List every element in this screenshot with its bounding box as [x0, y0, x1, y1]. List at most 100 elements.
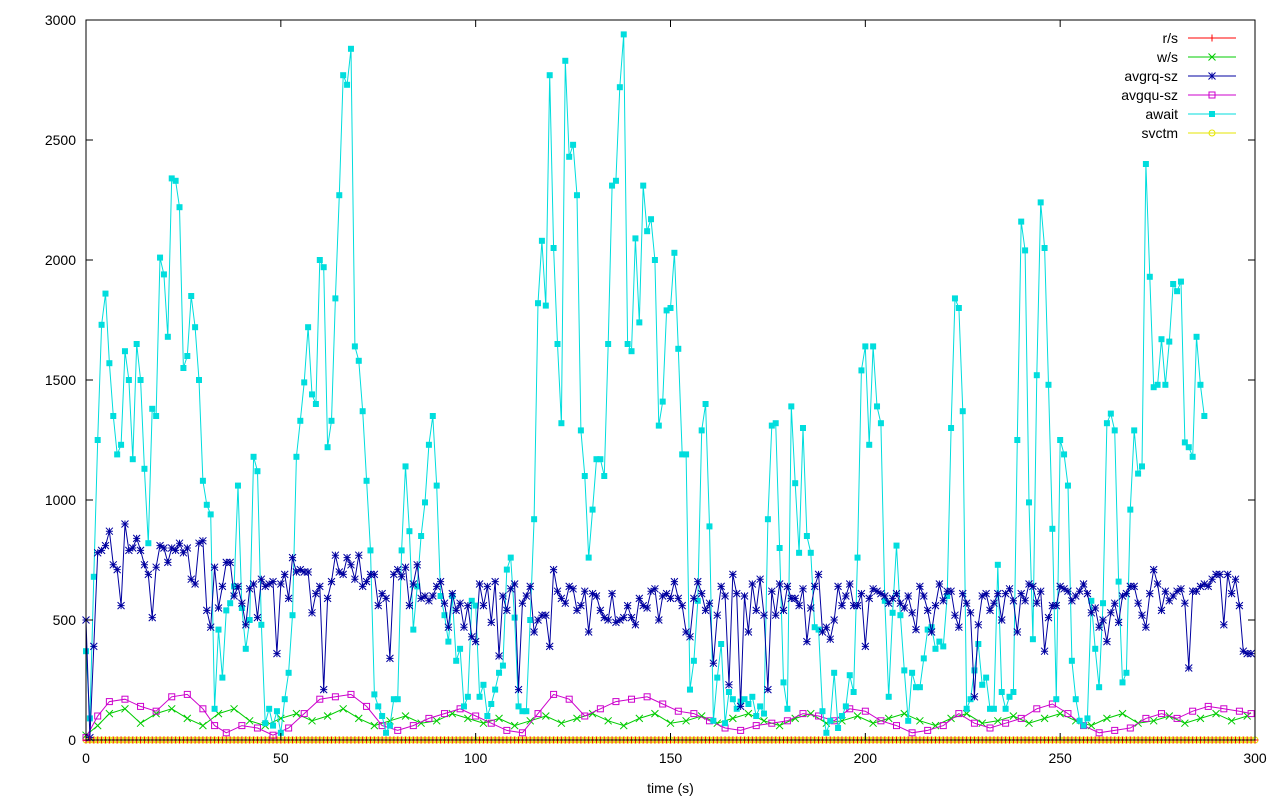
data-point [553, 587, 562, 596]
data-point [577, 601, 585, 610]
series-line [85, 708, 1248, 736]
legend-item: await [1145, 106, 1236, 122]
data-point [1106, 608, 1115, 617]
data-point [222, 729, 230, 737]
data-point [971, 667, 978, 674]
data-point [1192, 587, 1201, 596]
data-point [475, 580, 484, 588]
data-point [437, 593, 444, 599]
data-point [966, 608, 975, 617]
data-point [986, 606, 994, 615]
data-point [1196, 714, 1205, 723]
data-point [258, 621, 265, 628]
data-point [732, 589, 741, 598]
data-point [1013, 628, 1022, 636]
data-point [468, 597, 475, 604]
data-point [690, 657, 697, 664]
data-point [448, 709, 457, 718]
data-point [445, 638, 452, 645]
data-point [440, 710, 448, 718]
data-point [679, 451, 686, 458]
data-point [888, 594, 897, 603]
data-point [604, 716, 613, 725]
data-point [246, 617, 253, 623]
data-point [573, 714, 581, 723]
data-point [167, 544, 176, 552]
data-point [951, 295, 958, 302]
data-point [231, 583, 238, 590]
data-point [897, 612, 904, 619]
data-point [471, 637, 480, 646]
data-point [955, 710, 963, 718]
data-point [393, 565, 402, 574]
data-point [1057, 437, 1064, 443]
data-point [464, 601, 472, 610]
data-point [440, 599, 449, 608]
data-point [371, 691, 378, 698]
data-point [351, 343, 358, 350]
data-point [308, 608, 316, 617]
data-point [609, 182, 616, 189]
data-point [175, 539, 184, 548]
data-point [1126, 724, 1134, 732]
data-point [1025, 499, 1032, 506]
x-axis-title: time (s) [647, 780, 694, 796]
data-point [612, 698, 620, 706]
data-point [340, 72, 347, 79]
data-point [218, 582, 227, 591]
data-point [113, 565, 122, 574]
data-point [640, 182, 647, 189]
data-point [168, 175, 175, 182]
legend-label: r/s [1162, 30, 1178, 46]
data-point [1111, 427, 1118, 434]
data-point [1197, 381, 1204, 388]
data-point [1201, 413, 1208, 419]
data-point [569, 584, 577, 593]
data-point [1095, 623, 1103, 632]
data-point [1009, 712, 1018, 720]
data-point [1014, 437, 1021, 443]
data-point [674, 707, 682, 715]
legend-item: w/s [1156, 49, 1236, 65]
data-point [1204, 702, 1212, 710]
data-point [499, 662, 506, 669]
data-point [1235, 707, 1243, 715]
data-point [386, 654, 394, 663]
data-point [850, 689, 857, 695]
data-point [861, 707, 869, 715]
data-point [219, 674, 226, 681]
data-point [336, 192, 343, 199]
data-point [1153, 580, 1162, 588]
data-point [1068, 596, 1076, 605]
data-point [323, 712, 332, 720]
data-point [647, 587, 655, 596]
data-point [648, 216, 655, 223]
data-point [1040, 647, 1049, 656]
data-point [394, 696, 401, 703]
data-point [133, 341, 140, 347]
data-point [877, 589, 885, 598]
data-point [686, 686, 693, 693]
data-point [1110, 599, 1119, 608]
x-tick-label: 0 [82, 750, 90, 766]
data-point [1138, 611, 1146, 620]
data-point [596, 606, 605, 615]
data-point [845, 580, 854, 588]
data-point [1002, 705, 1009, 712]
data-point [250, 453, 257, 460]
data-point [510, 721, 519, 730]
data-point [312, 589, 320, 598]
data-point [835, 725, 842, 731]
data-point [787, 594, 796, 603]
data-point [163, 558, 172, 567]
data-point [975, 641, 982, 647]
data-point [483, 582, 492, 591]
data-point [1185, 444, 1192, 451]
data-point [678, 601, 687, 610]
data-point [1100, 600, 1107, 607]
data-point [531, 516, 538, 523]
data-point [655, 422, 662, 429]
data-point [261, 582, 270, 591]
data-point [226, 558, 235, 567]
data-point [1076, 717, 1083, 724]
